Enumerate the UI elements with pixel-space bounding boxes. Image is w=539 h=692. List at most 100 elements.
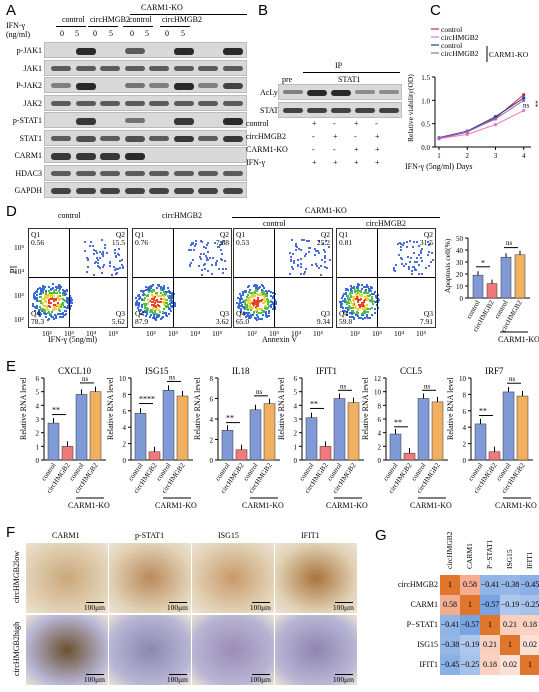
blot-band — [124, 153, 145, 160]
flow-dot — [59, 295, 62, 298]
blot-band — [75, 188, 96, 195]
flow-dot — [410, 256, 413, 259]
heatmap-cell: −0.41 — [480, 575, 500, 595]
flow-dot — [97, 265, 100, 268]
panel-a-label: A — [6, 2, 17, 19]
flow-dot — [322, 248, 325, 251]
condition-value: - — [375, 119, 378, 128]
blot-band — [51, 65, 71, 72]
flow-dot — [40, 310, 43, 313]
flow-dot — [144, 308, 147, 311]
flow-dot — [411, 272, 414, 275]
y-axis-label: Relative RNA level — [361, 377, 370, 440]
flow-dot — [368, 299, 371, 302]
flow-dot — [136, 301, 139, 304]
flow-dot — [377, 294, 380, 297]
flow-dot — [35, 298, 38, 301]
flow-dot — [147, 285, 150, 288]
flow-dot — [263, 302, 266, 305]
viability-chart: 0.0 0.5 1.0 1.5 1 2 3 4 Relative viability(OD) IF… — [405, 25, 539, 171]
flow-dot — [259, 307, 261, 310]
ko-label: CARM1-KO — [242, 501, 284, 510]
flow-dot — [355, 297, 358, 300]
y-tick-label: 4 — [36, 402, 40, 410]
rna-bar — [347, 402, 360, 461]
flow-dot — [412, 266, 415, 269]
flow-dot — [417, 244, 420, 247]
blot-band — [51, 188, 71, 195]
series-point — [493, 123, 498, 127]
flow-dot — [357, 316, 360, 319]
flow-dot — [48, 289, 51, 292]
flow-dot — [93, 273, 96, 276]
heatmap-cell: −0.19 — [500, 595, 520, 615]
flow-dot — [153, 302, 156, 305]
flow-dot — [69, 308, 72, 311]
flow-dot — [264, 310, 267, 313]
flow-dot — [47, 305, 50, 308]
flow-dot — [238, 307, 241, 310]
blot-band — [100, 100, 120, 107]
gene-title: ISG15 — [145, 366, 169, 376]
blot-band — [51, 83, 71, 88]
blot-band — [75, 153, 96, 160]
flow-dot — [168, 290, 171, 293]
flow-dot — [347, 302, 350, 305]
flow-dot — [109, 261, 112, 264]
flow-dot — [249, 313, 252, 316]
q1-label: Q1 — [31, 230, 41, 239]
flow-dot — [148, 291, 151, 294]
flow-dot — [251, 301, 254, 304]
flow-dot — [324, 250, 326, 253]
flow-dot — [264, 307, 267, 310]
flow-dot — [353, 302, 356, 305]
flow-dot — [363, 317, 366, 320]
q2-value: 31.5 — [419, 238, 433, 247]
flow-dot — [59, 298, 62, 301]
blot-band — [379, 108, 399, 114]
flow-dot — [44, 285, 47, 288]
legend-label: control — [441, 41, 462, 50]
flow-dot — [51, 309, 54, 312]
flow-title: control — [58, 211, 81, 220]
flow-dot — [138, 295, 141, 298]
flow-dot — [95, 249, 98, 252]
flow-dot — [264, 313, 267, 316]
flow-dot — [85, 271, 88, 274]
blot-band — [124, 170, 145, 177]
flow-dot — [314, 253, 317, 256]
flow-dot — [428, 264, 431, 267]
flow-dot — [264, 304, 267, 307]
flow-dot — [345, 307, 348, 310]
ip-line — [303, 72, 400, 73]
sig-label: ** — [310, 399, 318, 408]
group-label: circHMGB2 — [162, 15, 202, 24]
heatmap-row-label: circHMGB2 — [398, 580, 438, 589]
flow-dot — [67, 302, 70, 305]
flow-dot — [375, 295, 378, 298]
x-tick-label: 10³ — [269, 329, 279, 338]
flow-dot — [52, 298, 54, 301]
y-tick-label: 0 — [378, 457, 382, 465]
blot-band — [222, 83, 243, 90]
flow-dot — [355, 314, 358, 317]
ihc-row-label: circHMGB2high — [12, 621, 21, 677]
y-tick-label: 6 — [294, 375, 298, 383]
flow-dot — [84, 249, 87, 252]
flow-dot — [136, 303, 139, 306]
flow-dot — [399, 256, 402, 259]
gene-title: IFIT1 — [316, 366, 337, 376]
flow-dot — [357, 286, 360, 289]
flow-dot — [108, 264, 111, 267]
x-tick-label: 10² — [146, 329, 156, 338]
flow-dot — [352, 305, 355, 308]
flow-dot — [37, 288, 40, 291]
flow-dot — [146, 308, 149, 311]
flow-dot — [352, 300, 355, 303]
flow-dot — [268, 314, 271, 317]
flow-dot — [57, 289, 60, 292]
flow-dot — [259, 292, 262, 295]
flow-dot — [246, 304, 249, 307]
blot-band — [198, 83, 218, 88]
flow-dot — [350, 310, 353, 313]
